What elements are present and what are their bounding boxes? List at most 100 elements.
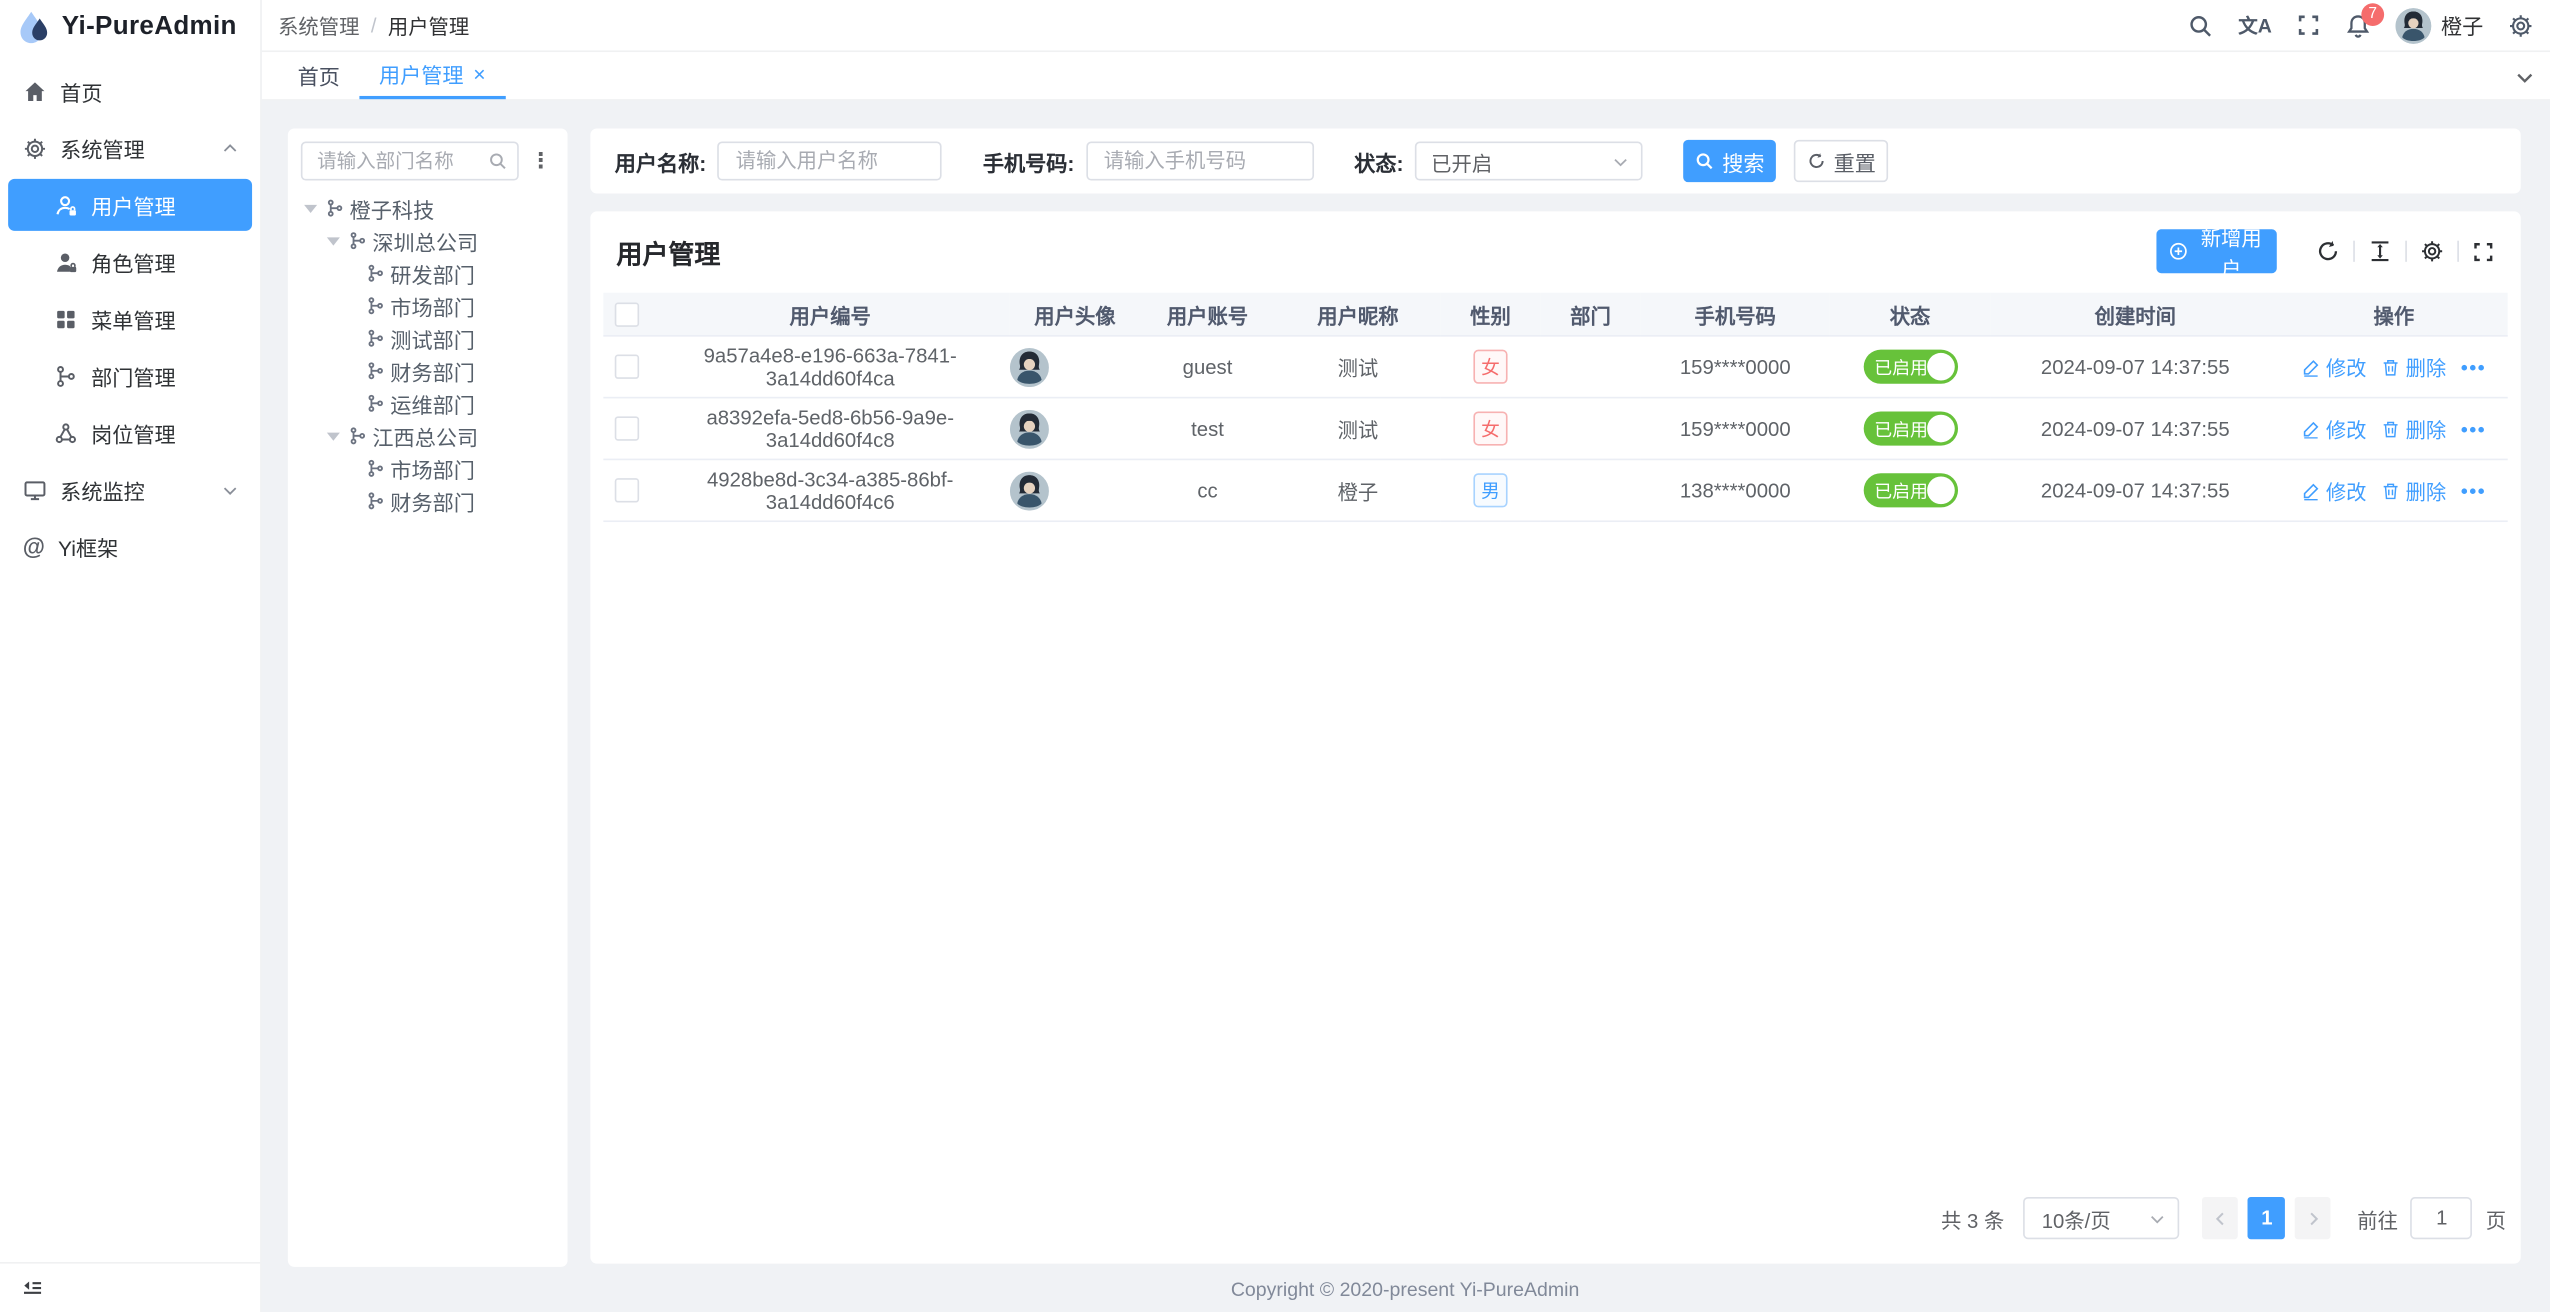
- translate-icon[interactable]: 文A: [2238, 13, 2272, 37]
- tree-node-label: 市场部门: [390, 295, 475, 320]
- sidebar-item-system-monitor[interactable]: 系统监控: [8, 463, 252, 515]
- dept-search-input[interactable]: [313, 147, 488, 175]
- select-all-checkbox[interactable]: [614, 301, 640, 327]
- col-dept: 部门: [1540, 292, 1641, 337]
- status-switch[interactable]: 已启用: [1862, 411, 1958, 446]
- delete-button[interactable]: 删除: [2381, 351, 2446, 382]
- sidebar-item-yi-framework[interactable]: @ Yi框架: [8, 520, 252, 572]
- column-settings-gear-icon[interactable]: [2407, 239, 2457, 263]
- delete-button-label: 删除: [2405, 481, 2447, 505]
- prev-page-button[interactable]: [2202, 1196, 2239, 1240]
- user-table-card: 用户管理 新增用户: [590, 211, 2521, 1264]
- tree-node-label: 深圳总公司: [372, 230, 479, 255]
- app-logo[interactable]: Yi-PureAdmin: [0, 0, 260, 55]
- caret-down-icon[interactable]: [324, 426, 344, 446]
- status-switch[interactable]: 已启用: [1862, 349, 1958, 384]
- edit-button-label: 修改: [2325, 357, 2367, 381]
- breadcrumb-item-system[interactable]: 系统管理: [278, 16, 360, 40]
- tree-node[interactable]: 江西总公司: [288, 420, 568, 453]
- cell-phone: 159****0000: [1640, 335, 1830, 399]
- add-user-button[interactable]: 新增用户: [2156, 227, 2277, 281]
- reset-button[interactable]: 重置: [1793, 139, 1889, 183]
- tab-close-icon[interactable]: ×: [473, 61, 486, 87]
- row-density-icon[interactable]: [2355, 239, 2405, 263]
- row-checkbox[interactable]: [614, 478, 640, 503]
- tab-actions-dropdown[interactable]: [2514, 52, 2535, 101]
- branch-icon: [366, 459, 386, 479]
- cell-user-id: 9a57a4e8-e196-663a-7841-3a14dd60f4ca: [650, 335, 1010, 399]
- tree-node[interactable]: 市场部门: [288, 452, 568, 485]
- tab-home[interactable]: 首页: [278, 52, 359, 99]
- pagination: 共 3 条 10条/页 1 前往 页: [1941, 1196, 2506, 1240]
- row-checkbox[interactable]: [614, 354, 640, 380]
- status-select[interactable]: 已开启: [1414, 141, 1643, 181]
- sidebar-item-label: Yi框架: [57, 535, 119, 561]
- user-avatar: [1009, 409, 1141, 449]
- search-icon: [488, 151, 508, 171]
- tab-user-mgmt[interactable]: 用户管理 ×: [359, 52, 506, 100]
- refresh-icon[interactable]: [2303, 239, 2353, 263]
- settings-gear-icon[interactable]: [2508, 12, 2534, 38]
- more-vertical-icon[interactable]: ⋮: [530, 147, 553, 173]
- caret-down-icon[interactable]: [301, 198, 321, 218]
- username-input[interactable]: [732, 147, 928, 175]
- edit-button[interactable]: 修改: [2301, 351, 2367, 382]
- sidebar-item-system-mgmt[interactable]: 系统管理: [8, 122, 252, 174]
- tree-node[interactable]: 财务部门: [288, 355, 568, 388]
- switch-knob: [1926, 414, 1954, 443]
- sidebar-item-menu-mgmt[interactable]: 菜单管理: [8, 293, 252, 345]
- more-actions-button[interactable]: •••: [2460, 478, 2487, 502]
- tree-node[interactable]: 深圳总公司: [288, 224, 568, 257]
- sidebar-item-user-mgmt[interactable]: 用户管理: [8, 178, 253, 231]
- caret-down-icon[interactable]: [324, 231, 344, 251]
- sidebar-item-home[interactable]: 首页: [8, 65, 252, 117]
- role-user-icon: [54, 250, 78, 274]
- table-fullscreen-icon[interactable]: [2459, 240, 2508, 263]
- sidebar-collapse-toggle[interactable]: [0, 1261, 261, 1312]
- goto-page-input[interactable]: [2410, 1196, 2473, 1240]
- sidebar-item-role-mgmt[interactable]: 角色管理: [8, 236, 252, 288]
- copyright-text: Copyright © 2020-present Yi-PureAdmin: [1230, 1278, 1580, 1302]
- sidebar-item-label: 用户管理: [91, 194, 176, 219]
- delete-button[interactable]: 删除: [2381, 413, 2446, 444]
- tree-node[interactable]: 财务部门: [288, 485, 568, 518]
- tree-search-row: ⋮: [288, 128, 568, 191]
- delete-button[interactable]: 删除: [2381, 475, 2446, 506]
- more-actions-button[interactable]: •••: [2460, 417, 2487, 440]
- cell-dept: [1540, 459, 1641, 523]
- page-size-select[interactable]: 10条/页: [2023, 1196, 2180, 1240]
- user-menu[interactable]: 橙子: [2395, 7, 2483, 44]
- tree-node[interactable]: 运维部门: [288, 387, 568, 420]
- department-tree: 橙子科技 深圳总公司 研发部门 市场部门 测试部门 财务部门: [288, 192, 568, 517]
- edit-pencil-icon: [2301, 419, 2321, 439]
- search-button[interactable]: 搜索: [1683, 139, 1776, 183]
- col-phone: 手机号码: [1640, 292, 1830, 337]
- sex-tag: 男: [1473, 473, 1508, 508]
- cell-created: 2024-09-07 14:37:55: [1990, 397, 2281, 461]
- sidebar-item-post-mgmt[interactable]: 岗位管理: [8, 407, 252, 459]
- edit-button-label: 修改: [2325, 419, 2367, 443]
- cell-dept: [1540, 335, 1641, 399]
- more-actions-button[interactable]: •••: [2460, 355, 2487, 379]
- notifications-bell-icon[interactable]: 7: [2345, 2, 2385, 38]
- status-switch[interactable]: 已启用: [1862, 473, 1958, 508]
- tree-node[interactable]: 测试部门: [288, 322, 568, 355]
- edit-button[interactable]: 修改: [2301, 413, 2367, 444]
- search-icon[interactable]: [2188, 12, 2214, 38]
- fullscreen-icon[interactable]: [2296, 13, 2320, 37]
- tree-node[interactable]: 市场部门: [288, 289, 568, 322]
- tree-node[interactable]: 研发部门: [288, 257, 568, 290]
- next-page-button[interactable]: [2295, 1196, 2332, 1240]
- chevron-down-icon: [1612, 152, 1630, 170]
- branch-icon: [366, 491, 386, 511]
- breadcrumb: 系统管理 / 用户管理: [278, 10, 469, 41]
- row-checkbox[interactable]: [614, 416, 640, 441]
- tree-node[interactable]: 橙子科技: [288, 192, 568, 225]
- sidebar-item-dept-mgmt[interactable]: 部门管理: [8, 350, 252, 402]
- phone-input[interactable]: [1100, 147, 1299, 175]
- logo-drop-icon: [18, 10, 51, 46]
- tab-bar: 首页 用户管理 ×: [260, 52, 2550, 101]
- cell-created: 2024-09-07 14:37:55: [1990, 459, 2281, 523]
- edit-button[interactable]: 修改: [2301, 475, 2367, 506]
- page-number-current[interactable]: 1: [2248, 1196, 2286, 1240]
